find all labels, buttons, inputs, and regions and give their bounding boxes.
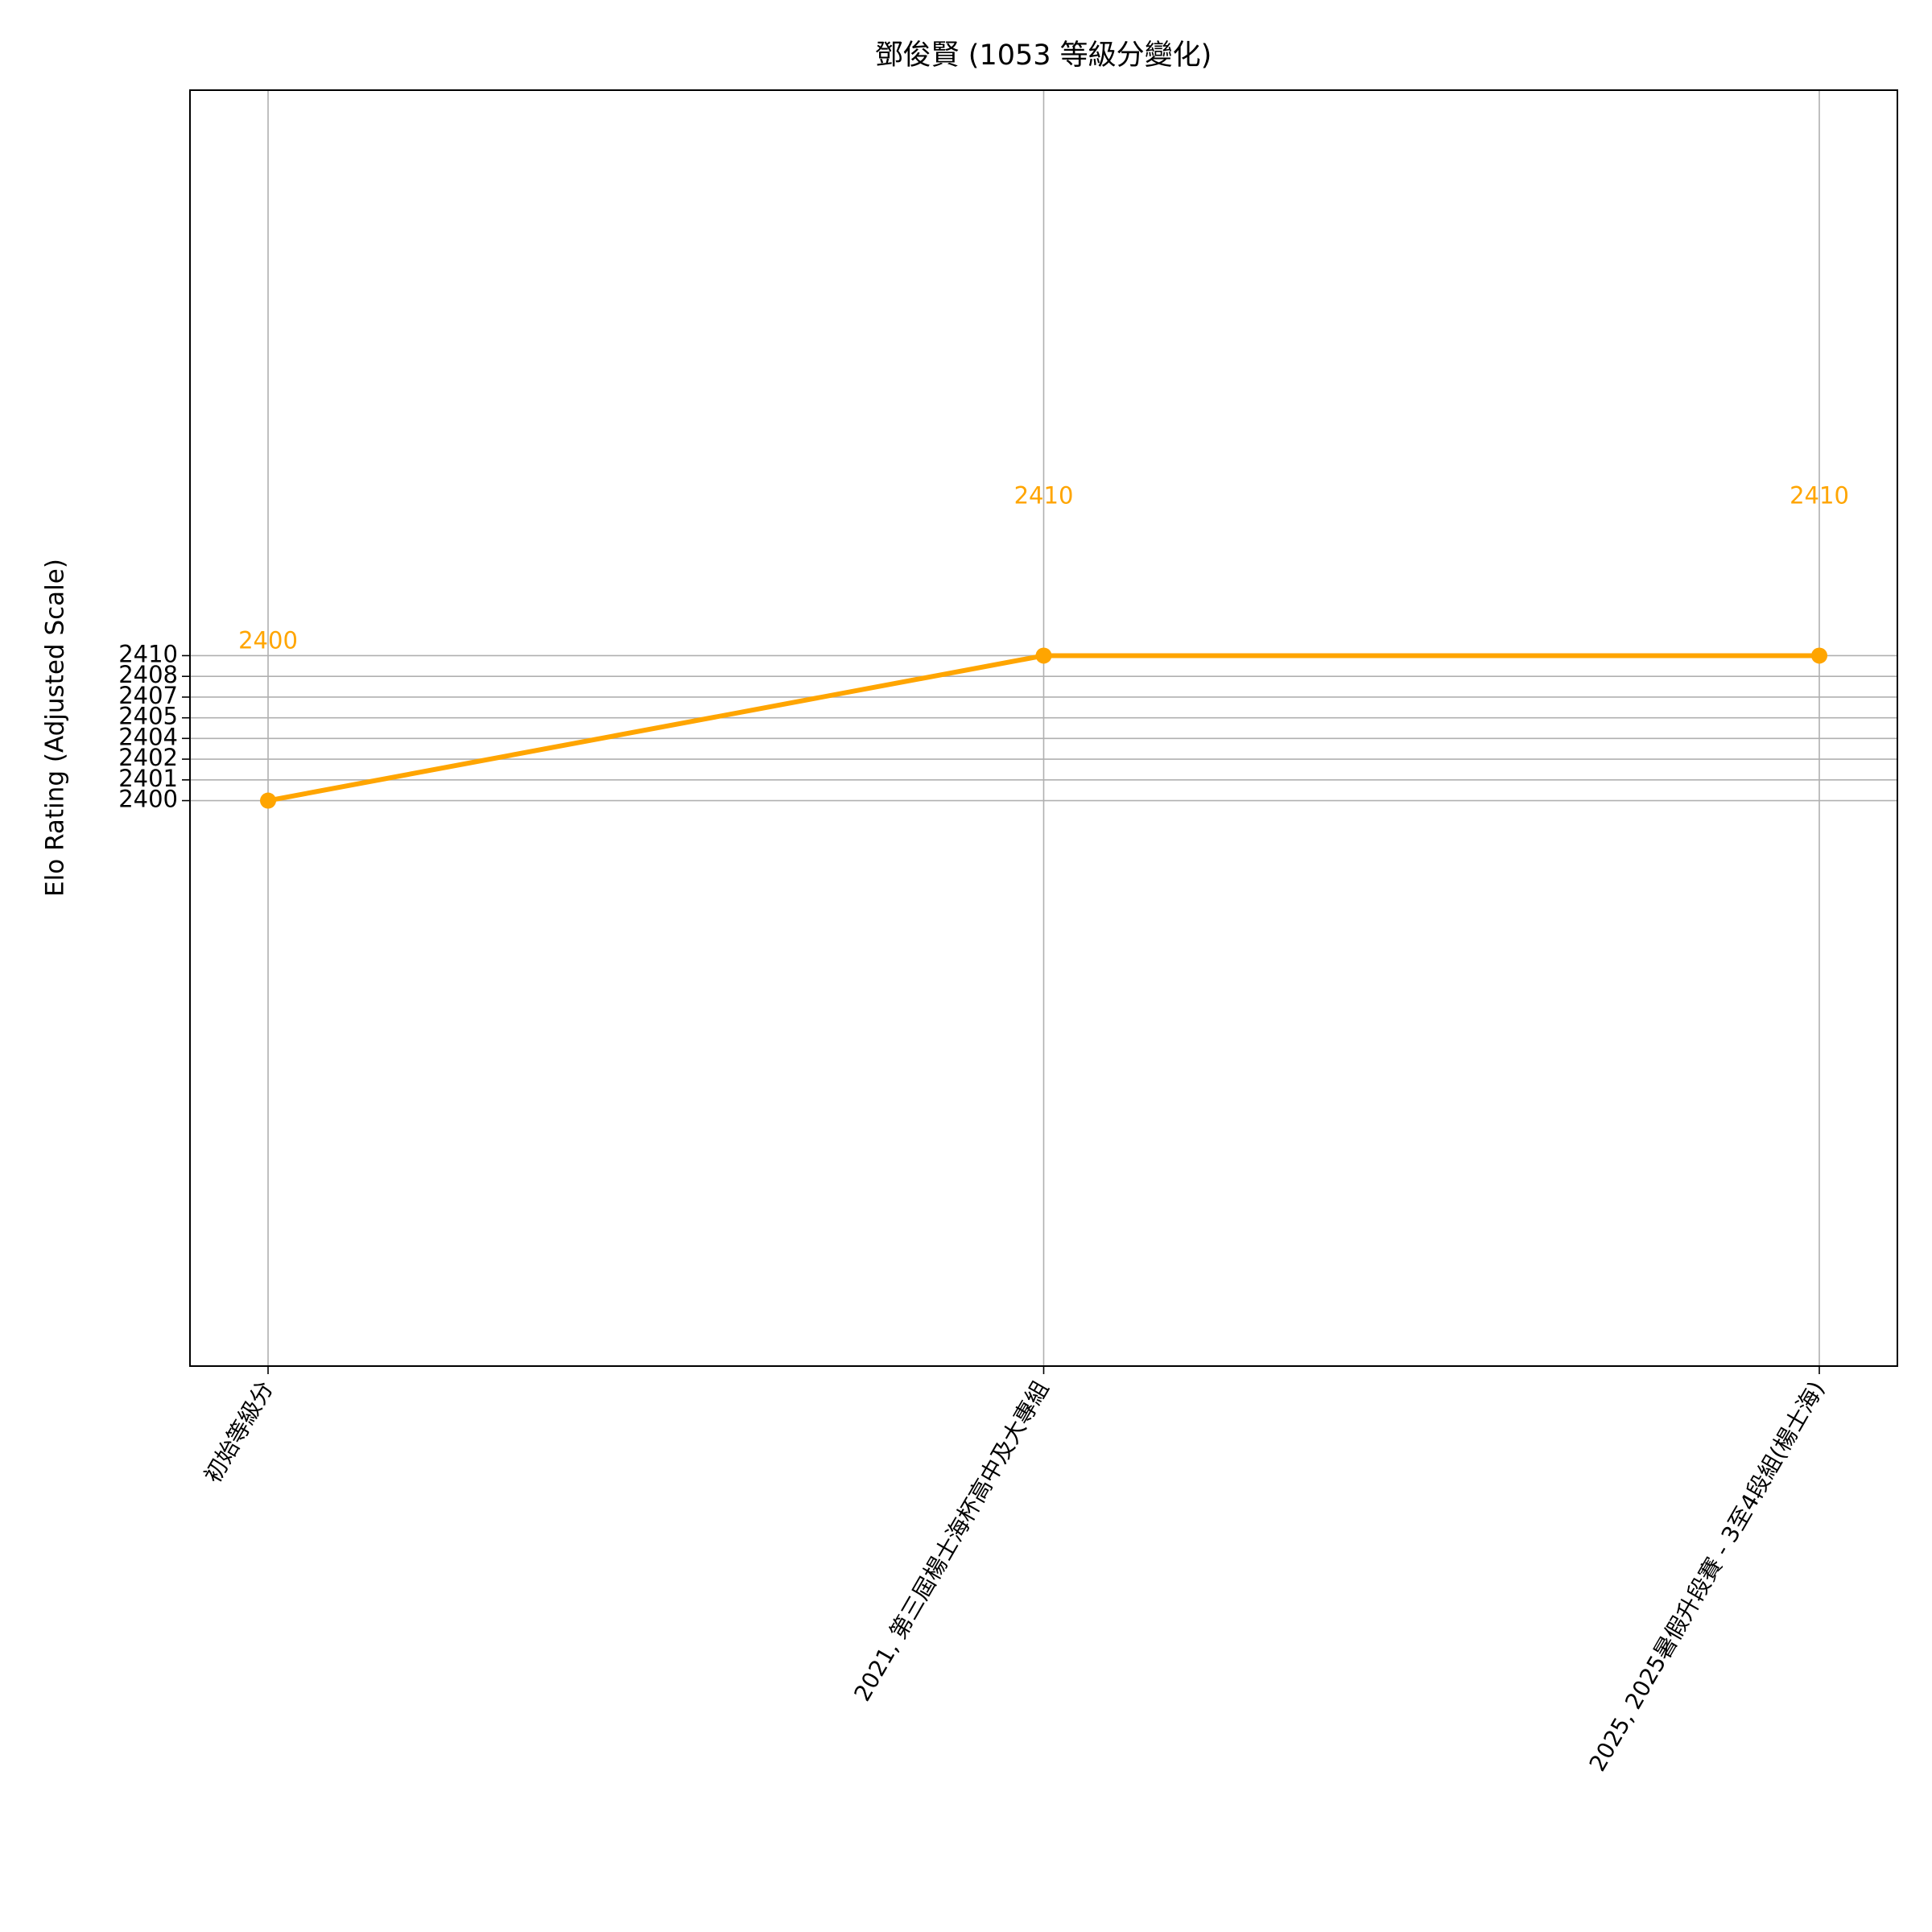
chart-title: 鄧俊賢 (1053 等級分變化) bbox=[875, 39, 1212, 72]
y-tick-label: 2405 bbox=[118, 703, 178, 730]
y-axis-label: Elo Rating (Adjusted Scale) bbox=[41, 559, 70, 897]
y-tick-label: 2404 bbox=[118, 723, 178, 750]
y-tick-label: 2402 bbox=[118, 744, 178, 771]
data-point bbox=[260, 792, 276, 809]
data-label: 2410 bbox=[1790, 481, 1849, 509]
y-tick-label: 2407 bbox=[118, 682, 178, 709]
y-tick-label: 2408 bbox=[118, 661, 178, 688]
y-tick-label: 2401 bbox=[118, 765, 178, 792]
y-tick-label: 2410 bbox=[118, 640, 178, 667]
data-point bbox=[1035, 647, 1052, 664]
data-label: 2410 bbox=[1014, 481, 1074, 509]
data-point bbox=[1811, 647, 1827, 664]
plot-frame bbox=[189, 89, 1898, 1367]
y-tick-label: 2400 bbox=[118, 786, 178, 813]
data-label: 2400 bbox=[238, 627, 298, 654]
